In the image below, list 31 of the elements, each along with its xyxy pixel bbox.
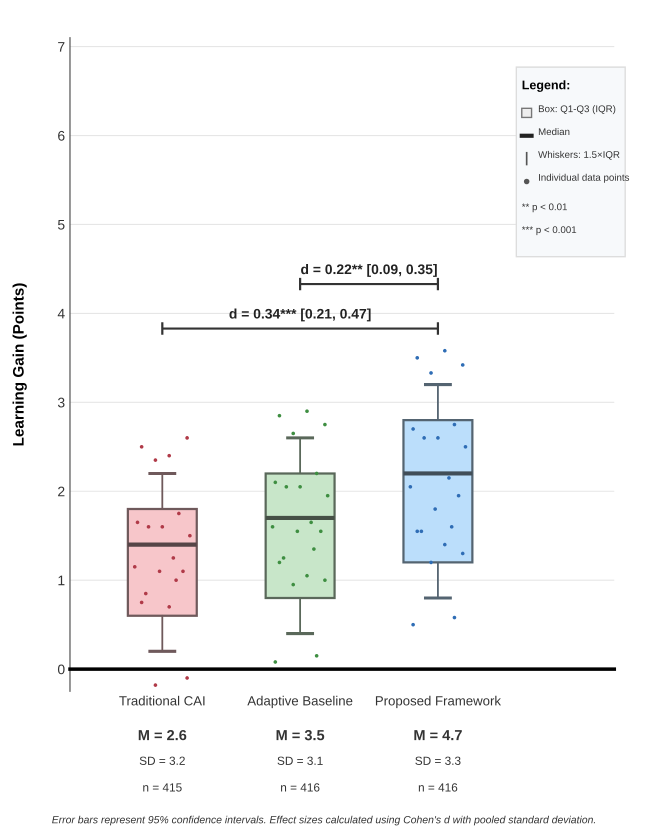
x-tick-label: Adaptive Baseline <box>247 696 352 708</box>
text: M = 2.6 <box>138 730 186 740</box>
text: n = 416 <box>281 783 320 792</box>
x-tick-label: Proposed Framework <box>376 696 502 708</box>
annotation: Median <box>538 128 570 136</box>
text: n = 415 <box>143 783 182 792</box>
annotation: d = 0.34*** [0.21, 0.47] <box>229 308 371 322</box>
annotation: ** p < 0.01 <box>522 203 567 212</box>
y-axis-title: Learning Gain (Points) <box>12 283 27 446</box>
y-tick-label: 4 <box>58 308 65 318</box>
text: SD = 3.3 <box>415 756 461 765</box>
text: M = 3.5 <box>276 730 324 740</box>
text: n = 416 <box>418 783 458 792</box>
y-tick-label: 2 <box>58 486 64 496</box>
y-tick-label: 7 <box>58 42 64 52</box>
annotation: Box: Q1-Q3 (IQR) <box>538 105 616 114</box>
x-tick-label: Traditional CAI <box>119 696 204 706</box>
y-tick-label: 6 <box>58 130 65 141</box>
annotation: *** p < 0.001 <box>522 226 576 236</box>
y-tick-label: 1 <box>58 576 64 586</box>
annotation: d = 0.22** [0.09, 0.35] <box>301 264 437 277</box>
y-tick-label: 3 <box>58 398 65 408</box>
text: M = 4.7 <box>414 730 462 740</box>
y-tick-label: 5 <box>58 220 65 230</box>
annotation: Individual data points <box>538 174 630 183</box>
text: SD = 3.1 <box>278 756 323 765</box>
text: Error bars represent 95% confidence intervals. Effect sizes calculated using Cohen's d with pooled standard deviation. <box>52 816 596 826</box>
y-tick-label: 0 <box>58 664 65 674</box>
text: SD = 3.2 <box>140 756 185 765</box>
annotation: Whiskers: 1.5×IQR <box>538 150 620 160</box>
legend-title: Legend: <box>522 80 570 92</box>
